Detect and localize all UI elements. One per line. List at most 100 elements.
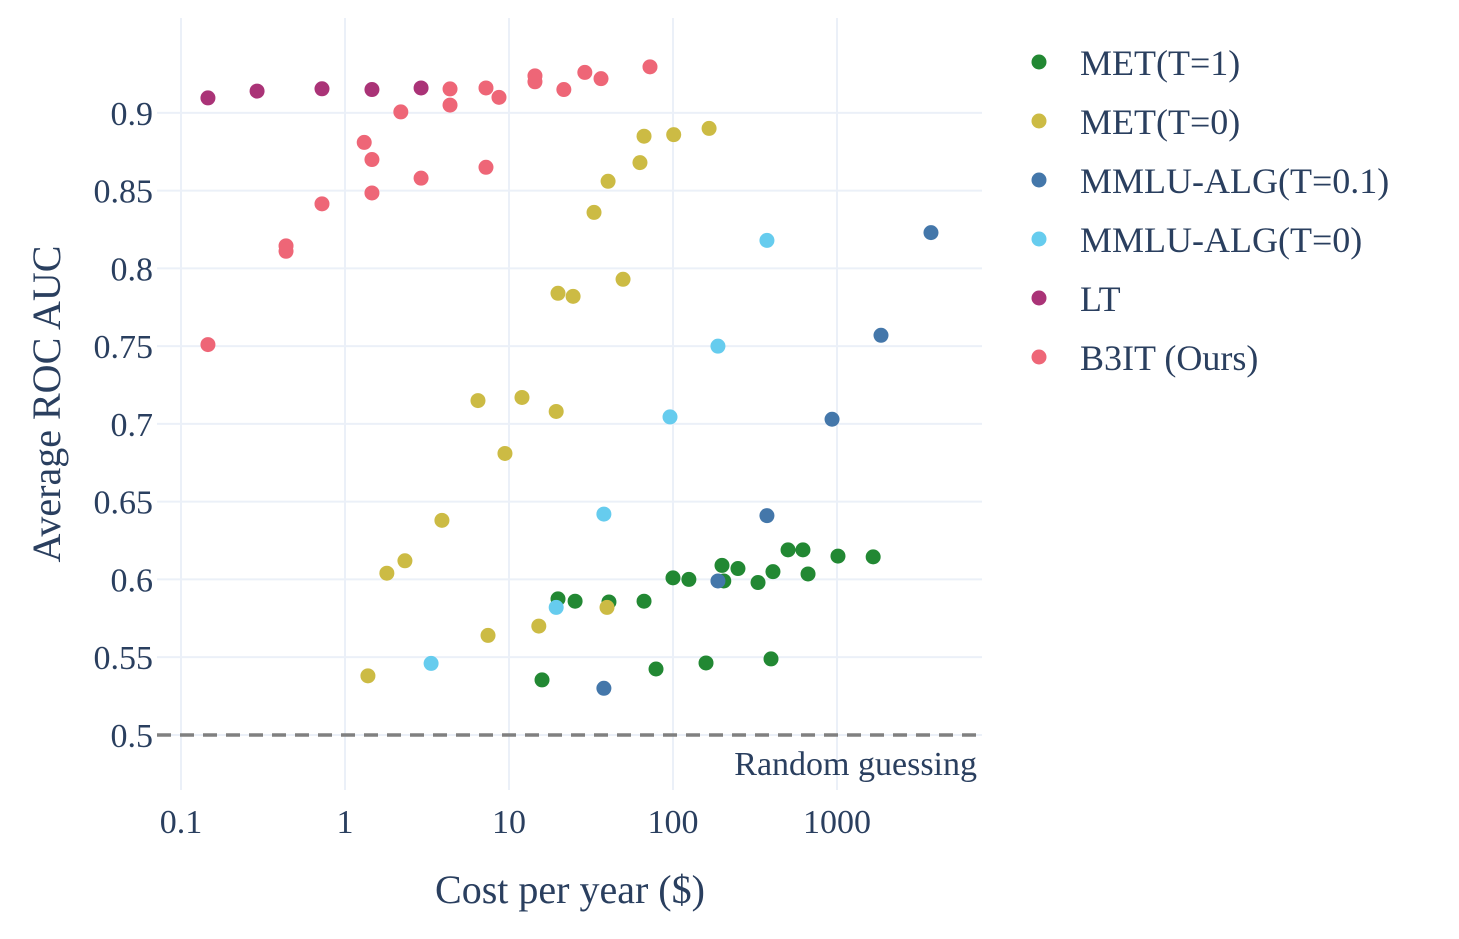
data-point — [763, 651, 779, 667]
data-point — [442, 81, 458, 97]
legend-marker — [1031, 290, 1047, 306]
data-point — [470, 393, 486, 409]
legend-marker — [1031, 113, 1047, 129]
y-tick-label: 0.65 — [94, 485, 154, 522]
x-tick-label: 1 — [336, 804, 353, 841]
data-point — [666, 127, 682, 143]
data-point — [249, 83, 265, 99]
data-point — [698, 655, 714, 671]
data-point — [478, 159, 494, 175]
data-point — [681, 571, 697, 587]
y-tick-label: 0.7 — [111, 407, 154, 444]
x-tick-labels: 0.1 1 10 100 1000 — [160, 804, 871, 841]
data-point — [360, 668, 376, 684]
reference-line-label: Random guessing — [734, 746, 977, 783]
legend-marker — [1031, 54, 1047, 70]
data-point — [577, 64, 593, 80]
data-point — [364, 82, 380, 98]
x-tick-label: 1000 — [803, 804, 871, 841]
y-tick-label: 0.6 — [111, 562, 154, 599]
data-point — [636, 593, 652, 609]
legend: MET(T=1) MET(T=0) MMLU-ALG(T=0.1) MMLU-ALG(… — [1031, 43, 1389, 378]
data-point — [636, 128, 652, 144]
data-point — [567, 593, 583, 609]
data-point — [593, 71, 609, 87]
data-point — [565, 288, 581, 304]
y-tick-label: 0.85 — [94, 174, 154, 211]
data-point — [413, 80, 429, 96]
legend-label: MMLU-ALG(T=0.1) — [1080, 161, 1389, 201]
series-4 — [200, 80, 429, 106]
data-point — [413, 170, 429, 186]
data-point — [750, 575, 766, 591]
data-point — [665, 570, 681, 586]
data-point — [830, 548, 846, 564]
data-point — [393, 104, 409, 120]
y-axis-title: Average ROC AUC — [24, 246, 69, 563]
data-point — [278, 243, 294, 259]
legend-label: LT — [1080, 279, 1121, 319]
x-axis-title: Cost per year ($) — [435, 867, 705, 912]
data-point — [556, 82, 572, 98]
data-point — [615, 271, 631, 287]
data-point — [514, 389, 530, 405]
x-tick-label: 0.1 — [160, 804, 203, 841]
data-point — [710, 573, 726, 589]
data-point — [759, 232, 775, 248]
series-3 — [423, 232, 775, 671]
data-point — [600, 173, 616, 189]
data-point — [548, 403, 564, 419]
data-point — [730, 561, 746, 577]
data-point — [759, 508, 775, 524]
data-point — [873, 327, 889, 343]
x-tick-label: 100 — [647, 804, 698, 841]
data-point — [442, 97, 458, 113]
series-5 — [200, 59, 658, 353]
data-point — [200, 90, 216, 106]
data-point — [480, 627, 496, 643]
data-point — [765, 564, 781, 580]
data-point — [531, 618, 547, 634]
data-point — [491, 89, 507, 105]
data-point — [548, 599, 564, 615]
data-point — [800, 566, 816, 582]
data-point — [701, 120, 717, 136]
data-points — [200, 59, 939, 696]
series-1 — [360, 120, 717, 684]
legend-marker — [1031, 349, 1047, 365]
data-point — [379, 565, 395, 581]
y-tick-labels: 0.5 0.55 0.6 0.65 0.7 0.75 0.8 0.85 0.9 — [94, 96, 154, 755]
data-point — [596, 680, 612, 696]
data-point — [356, 134, 372, 150]
data-point — [434, 512, 450, 528]
legend-marker — [1031, 172, 1047, 188]
y-tick-label: 0.8 — [111, 251, 154, 288]
data-point — [923, 225, 939, 241]
series-0 — [534, 542, 881, 688]
data-point — [662, 409, 678, 425]
y-tick-label: 0.55 — [94, 640, 154, 677]
data-point — [648, 661, 664, 677]
data-point — [364, 152, 380, 168]
legend-label: MET(T=1) — [1080, 43, 1240, 83]
legend-marker — [1031, 231, 1047, 247]
data-point — [423, 655, 439, 671]
data-point — [795, 542, 811, 558]
y-tick-label: 0.9 — [111, 96, 154, 133]
data-point — [714, 557, 730, 573]
data-point — [397, 553, 413, 569]
y-tick-label: 0.75 — [94, 329, 154, 366]
data-point — [497, 445, 513, 461]
data-point — [599, 599, 615, 615]
data-point — [596, 506, 612, 522]
data-point — [824, 411, 840, 427]
data-point — [527, 74, 543, 90]
data-point — [200, 337, 216, 353]
data-point — [314, 81, 330, 97]
data-point — [364, 185, 380, 201]
x-tick-label: 10 — [492, 804, 526, 841]
data-point — [586, 204, 602, 220]
y-tick-label: 0.5 — [111, 718, 154, 755]
legend-label: B3IT (Ours) — [1080, 338, 1258, 378]
